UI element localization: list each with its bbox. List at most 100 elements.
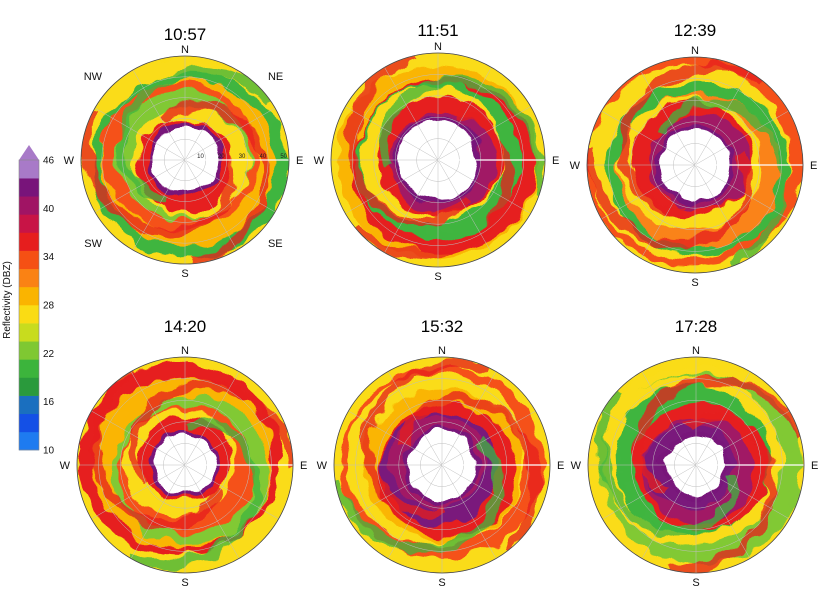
colorbar-tick-label: 40 bbox=[43, 204, 55, 215]
panel-title: 15:32 bbox=[421, 317, 464, 336]
colorbar: Reflectivity (DBZ) 10 16 22 28 34 40 46 bbox=[2, 145, 55, 457]
colorbar-bin bbox=[19, 214, 39, 233]
panel-title: 11:51 bbox=[417, 21, 458, 40]
panel-outline bbox=[587, 356, 805, 574]
spiral-rainband bbox=[334, 437, 504, 554]
azimuth-spoke bbox=[695, 371, 751, 466]
azimuth-spoke bbox=[602, 464, 697, 520]
spiral-rainband bbox=[657, 98, 789, 271]
colorbar-label: Reflectivity (DBZ) bbox=[2, 261, 13, 339]
spiral-rainband bbox=[596, 387, 739, 536]
compass-n-label: N bbox=[181, 345, 189, 357]
azimuth-spoke bbox=[184, 159, 276, 213]
range-grid bbox=[587, 356, 805, 574]
colorbar-bin bbox=[19, 377, 39, 396]
compass-e-label: E bbox=[811, 460, 818, 472]
azimuth-spoke bbox=[184, 464, 240, 559]
spiral-rainband bbox=[127, 418, 260, 570]
colorbar-tick-label: 10 bbox=[43, 446, 55, 457]
spiral-rainband bbox=[160, 100, 270, 264]
azimuth-spoke bbox=[437, 159, 492, 253]
colorbar-tick-label: 34 bbox=[43, 252, 55, 263]
azimuth-spoke bbox=[384, 159, 439, 253]
colorbar-bin bbox=[19, 232, 39, 251]
range-ring-label: 40 bbox=[260, 154, 267, 160]
azimuth-spoke bbox=[601, 110, 696, 166]
azimuth-spoke bbox=[695, 410, 790, 466]
azimuth-spoke bbox=[387, 371, 443, 466]
azimuth-spoke bbox=[184, 464, 279, 520]
azimuth-spoke bbox=[641, 464, 697, 559]
azimuth-spoke bbox=[91, 410, 186, 466]
colorbar-bin bbox=[19, 196, 39, 215]
compass-w-label: W bbox=[571, 460, 582, 472]
range-ring-label: 50 bbox=[280, 154, 287, 160]
compass-e-label: E bbox=[552, 155, 559, 167]
colorbar-bin bbox=[19, 413, 39, 433]
azimuth-spoke bbox=[441, 464, 536, 520]
colorbar-bin bbox=[19, 178, 39, 197]
azimuth-spoke bbox=[694, 110, 789, 166]
azimuth-spoke bbox=[132, 159, 186, 251]
colorbar-bin bbox=[19, 431, 39, 451]
radar-panel: 15:32 N S W E bbox=[317, 317, 565, 589]
compass-e-label: E bbox=[810, 160, 817, 172]
azimuth-spoke bbox=[694, 71, 750, 166]
colorbar-bin bbox=[19, 323, 39, 342]
colorbar-overflow-triangle bbox=[19, 145, 39, 160]
spiral-rainband bbox=[634, 375, 804, 496]
spiral-rainband bbox=[398, 394, 540, 554]
compass-sw-label: SW bbox=[84, 238, 102, 250]
colorbar-bins bbox=[19, 160, 39, 451]
compass-s-label: S bbox=[438, 577, 445, 589]
colorbar-frame bbox=[18, 159, 40, 451]
range-ring-label: 20 bbox=[218, 154, 225, 160]
range-ring-label: 10 bbox=[197, 154, 204, 160]
azimuth-spoke bbox=[348, 410, 443, 466]
compass-ne-label: NE bbox=[268, 71, 283, 83]
azimuth-spoke bbox=[695, 464, 751, 559]
azimuth-spoke bbox=[387, 464, 443, 559]
panel-outline bbox=[330, 52, 546, 268]
spiral-rainband bbox=[587, 145, 754, 250]
azimuth-spoke bbox=[384, 67, 439, 161]
azimuth-spoke bbox=[640, 71, 696, 166]
azimuth-spoke bbox=[94, 107, 186, 161]
spiral-rainband bbox=[90, 366, 222, 531]
azimuth-spoke bbox=[437, 67, 492, 161]
panel-outline bbox=[586, 56, 804, 274]
azimuth-spoke bbox=[348, 464, 443, 520]
compass-s-label: S bbox=[691, 277, 698, 289]
compass-n-label: N bbox=[692, 345, 700, 357]
compass-se-label: SE bbox=[268, 238, 283, 250]
spiral-rainband bbox=[355, 109, 513, 260]
compass-e-label: E bbox=[300, 460, 307, 472]
colorbar-bin bbox=[19, 359, 39, 378]
panel-outline bbox=[80, 55, 290, 265]
azimuth-spoke bbox=[94, 159, 186, 213]
panel-title: 17:28 bbox=[675, 317, 718, 336]
panel-outline bbox=[76, 356, 294, 574]
azimuth-spoke bbox=[130, 371, 186, 466]
azimuth-spoke bbox=[640, 164, 696, 259]
compass-nw-label: NW bbox=[84, 71, 103, 83]
compass-s-label: S bbox=[181, 577, 188, 589]
compass-n-label: N bbox=[181, 44, 189, 56]
azimuth-spoke bbox=[184, 410, 279, 466]
azimuth-spoke bbox=[641, 371, 697, 466]
colorbar-tick-label: 28 bbox=[43, 301, 55, 312]
azimuth-spoke bbox=[437, 159, 531, 214]
panel-title: 14:20 bbox=[164, 317, 207, 336]
azimuth-spoke bbox=[91, 464, 186, 520]
azimuth-spoke bbox=[441, 371, 497, 466]
compass-w-label: W bbox=[317, 460, 328, 472]
azimuth-spoke bbox=[184, 159, 238, 251]
reflectivity-field bbox=[587, 57, 803, 273]
azimuth-spoke bbox=[441, 410, 536, 466]
colorbar-bin bbox=[19, 268, 39, 288]
colorbar-tick-label: 16 bbox=[43, 397, 55, 408]
colorbar-bin bbox=[19, 286, 39, 306]
azimuth-spoke bbox=[345, 159, 439, 214]
colorbar-bin bbox=[19, 395, 39, 415]
